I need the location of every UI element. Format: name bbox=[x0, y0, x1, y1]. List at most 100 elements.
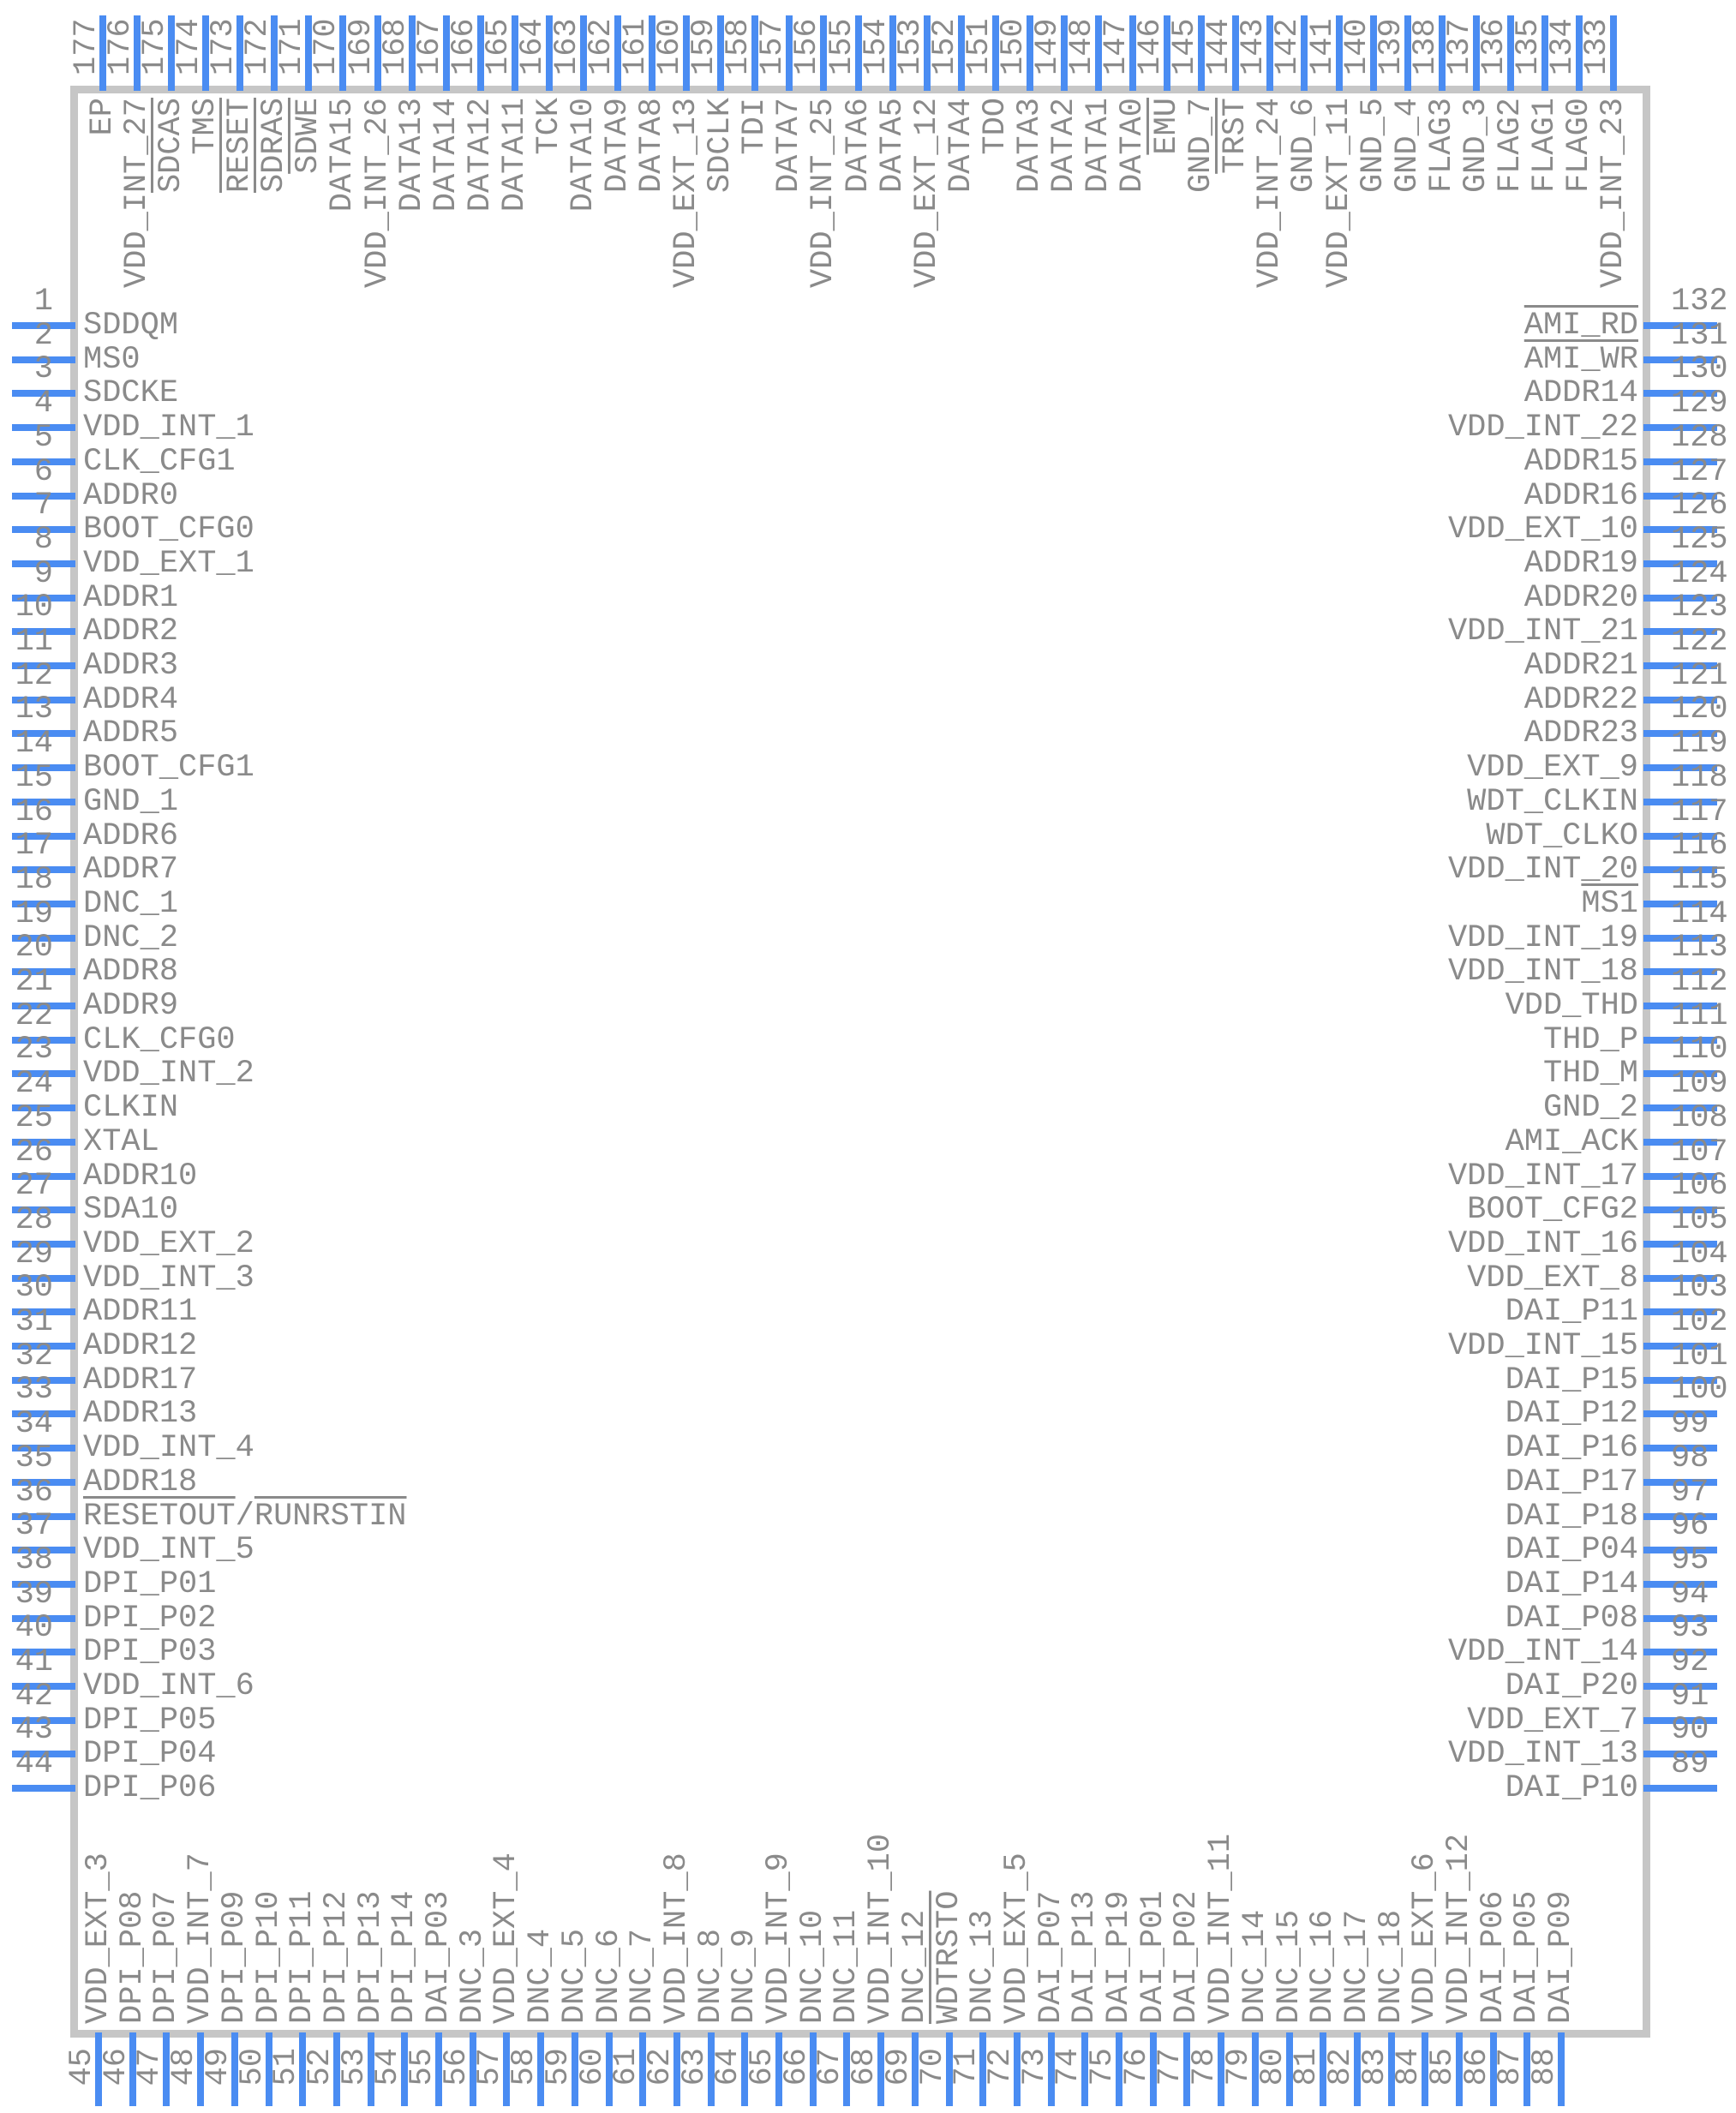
pin-46-line bbox=[129, 2032, 136, 2106]
pin-71-number: 71 bbox=[949, 2048, 985, 2086]
pin-170-number: 170 bbox=[308, 18, 345, 75]
pin-176-number: 176 bbox=[103, 18, 140, 75]
pin-64-number: 64 bbox=[710, 2048, 747, 2086]
pin-77-number: 77 bbox=[1152, 2048, 1189, 2086]
pin-22-label: CLK_CFG0 bbox=[83, 1021, 236, 1058]
pin-89-label: DAI_P10 bbox=[1505, 1770, 1638, 1807]
pin-156-number: 156 bbox=[789, 18, 826, 75]
pin-163-line bbox=[579, 15, 587, 91]
pin-103-label: DAI_P11 bbox=[1505, 1294, 1638, 1331]
pin-17-label: ADDR7 bbox=[83, 852, 179, 889]
pin-55-line bbox=[435, 2032, 442, 2106]
pin-88-number: 88 bbox=[1527, 2048, 1564, 2086]
pin-60-label: DNC_6 bbox=[590, 1928, 627, 2024]
pin-28-line bbox=[12, 1240, 75, 1248]
pin-131-line bbox=[1643, 356, 1717, 363]
pin-155-line bbox=[854, 15, 862, 91]
pin-42-label: DPI_P05 bbox=[83, 1702, 217, 1739]
pin-51-line bbox=[299, 2032, 307, 2106]
pin-37-number: 37 bbox=[15, 1508, 53, 1545]
pin-2-line bbox=[12, 356, 75, 363]
pin-24-label: CLKIN bbox=[83, 1090, 179, 1127]
pin-105-line bbox=[1643, 1240, 1717, 1248]
pin-46-number: 46 bbox=[98, 2048, 135, 2086]
pin-130-label: ADDR14 bbox=[1523, 375, 1638, 412]
pin-167-number: 167 bbox=[411, 18, 448, 75]
pin-167-line bbox=[442, 15, 450, 91]
pin-36-label: RESETOUT/RUNRSTIN bbox=[83, 1498, 407, 1535]
pin-8-label: VDD_EXT_1 bbox=[83, 545, 254, 582]
pin-112-label: VDD_THD bbox=[1505, 988, 1638, 1024]
pin-134-line bbox=[1576, 15, 1583, 91]
pin-86-label: DAI_P06 bbox=[1475, 1890, 1512, 2024]
pin-36-number: 36 bbox=[15, 1474, 53, 1511]
pin-101-line bbox=[1643, 1376, 1717, 1384]
pin-144-number: 144 bbox=[1201, 18, 1238, 75]
pin-125-line bbox=[1643, 560, 1717, 567]
pin-75-number: 75 bbox=[1085, 2048, 1121, 2086]
pin-134-label: FLAG0 bbox=[1561, 98, 1597, 194]
pin-44-label: DPI_P06 bbox=[83, 1770, 217, 1807]
pin-151-label: TDO bbox=[977, 98, 1014, 155]
pin-56-line bbox=[469, 2032, 476, 2106]
pin-132-label: AMI_RD bbox=[1270, 307, 1638, 344]
pin-172-label-text: SDRAS bbox=[256, 98, 293, 194]
pin-47-label: DPI_P07 bbox=[148, 1890, 185, 2024]
pin-137-number: 137 bbox=[1441, 18, 1478, 75]
pin-25-line bbox=[12, 1138, 75, 1146]
pin-19-number: 19 bbox=[15, 895, 53, 932]
pin-27-line bbox=[12, 1206, 75, 1214]
pin-144-label: TRST bbox=[1217, 98, 1254, 466]
pin-136-label: FLAG2 bbox=[1492, 98, 1529, 194]
pin-165-label: DATA11 bbox=[496, 98, 533, 212]
pin-83-label: DNC_18 bbox=[1373, 1909, 1410, 2024]
pin-78-line bbox=[1218, 2032, 1225, 2106]
pin-112-line bbox=[1643, 1003, 1717, 1009]
pin-69-number: 69 bbox=[880, 2048, 917, 2086]
pin-119-number: 119 bbox=[1671, 726, 1728, 763]
pin-134-number: 134 bbox=[1545, 18, 1581, 75]
pin-35-line bbox=[12, 1478, 75, 1486]
pin-106-label: BOOT_CFG2 bbox=[1467, 1192, 1638, 1229]
pin-66-label: DNC_10 bbox=[794, 1909, 831, 2024]
pin-51-number: 51 bbox=[268, 2048, 305, 2086]
pin-84-line bbox=[1422, 2032, 1429, 2106]
pin-163-number: 163 bbox=[548, 18, 585, 75]
pin-48-line bbox=[197, 2032, 205, 2106]
pin-43-label: DPI_P04 bbox=[83, 1736, 217, 1773]
pin-38-label: DPI_P01 bbox=[83, 1565, 217, 1602]
pin-40-number: 40 bbox=[15, 1610, 53, 1647]
pin-34-label: VDD_INT_4 bbox=[83, 1430, 254, 1467]
pin-95-label: DAI_P14 bbox=[1505, 1565, 1638, 1602]
pin-154-line bbox=[889, 15, 896, 91]
pin-9-label: ADDR1 bbox=[83, 579, 179, 616]
pin-129-label: VDD_INT_22 bbox=[1447, 410, 1638, 446]
pin-47-number: 47 bbox=[132, 2048, 169, 2086]
pin-60-line bbox=[605, 2032, 613, 2106]
pin-11-line bbox=[12, 662, 75, 669]
pin-125-number: 125 bbox=[1671, 521, 1728, 558]
pin-145-label: GND_7 bbox=[1183, 98, 1220, 194]
pin-41-number: 41 bbox=[15, 1644, 53, 1680]
pin-72-line bbox=[1013, 2032, 1021, 2106]
pin-92-line bbox=[1643, 1683, 1717, 1690]
pin-99-line bbox=[1643, 1445, 1717, 1452]
pin-112-number: 112 bbox=[1671, 964, 1728, 1000]
pin-119-label: VDD_EXT_9 bbox=[1467, 750, 1638, 787]
pin-108-line bbox=[1643, 1138, 1717, 1146]
pin-133-number: 133 bbox=[1579, 18, 1616, 75]
pin-159-label: SDCLK bbox=[703, 98, 739, 194]
pin-139-line bbox=[1404, 15, 1411, 91]
pin-138-number: 138 bbox=[1407, 18, 1444, 75]
pin-146-line bbox=[1164, 15, 1171, 91]
pin-100-label: DAI_P12 bbox=[1505, 1396, 1638, 1433]
pin-60-number: 60 bbox=[574, 2048, 611, 2086]
pin-170-line bbox=[339, 15, 347, 91]
pin-101-number: 101 bbox=[1671, 1338, 1728, 1374]
pin-162-number: 162 bbox=[584, 18, 620, 75]
pin-124-label: ADDR20 bbox=[1523, 579, 1638, 616]
pin-132-line bbox=[1643, 322, 1717, 329]
pin-151-number: 151 bbox=[961, 18, 997, 75]
pin-17-line bbox=[12, 866, 75, 874]
pin-107-number: 107 bbox=[1671, 1134, 1728, 1170]
